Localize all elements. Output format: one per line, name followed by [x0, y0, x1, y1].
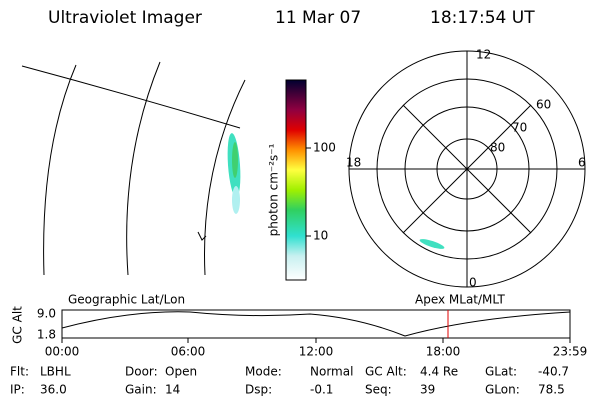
lat-label: 80 — [490, 141, 505, 155]
info-value: LBHL — [40, 365, 71, 379]
mlt-label: 6 — [578, 156, 586, 170]
colorbar-label: photon cm⁻²s⁻¹ — [267, 143, 281, 236]
info-label: Flt: — [10, 365, 29, 379]
polar-plot — [348, 50, 586, 288]
info-value: 39 — [420, 383, 435, 397]
info-label: GLon: — [485, 383, 520, 397]
info-label: IP: — [10, 383, 25, 397]
info-label: GC Alt: — [365, 365, 407, 379]
info-label: GLat: — [485, 365, 517, 379]
info-value: 36.0 — [40, 383, 67, 397]
x-tick-label: 23:59 — [553, 345, 588, 359]
info-value: 14 — [165, 383, 180, 397]
mlt-label: 18 — [346, 156, 361, 170]
info-label: Door: — [125, 365, 158, 379]
colorbar — [285, 79, 307, 281]
instrument: Ultraviolet Imager — [48, 8, 202, 28]
info-label: Gain: — [125, 383, 157, 397]
colorbar-tick: 100 — [313, 141, 336, 155]
x-tick-label: 18:00 — [426, 345, 461, 359]
info-value: 4.4 Re — [420, 365, 458, 379]
mlt-label: 12 — [476, 48, 491, 62]
altitude-curve — [61, 311, 571, 337]
y-tick-label: 9.0 — [37, 307, 56, 321]
info-value: -40.7 — [538, 365, 569, 379]
info-label: Dsp: — [245, 383, 272, 397]
colorbar-tick: 10 — [313, 229, 328, 243]
mlt-label: 0 — [469, 276, 477, 290]
x-tick-label: 12:00 — [299, 345, 334, 359]
lat-label: 70 — [512, 121, 527, 135]
info-label: Mode: — [245, 365, 282, 379]
info-label: Seq: — [365, 383, 392, 397]
time: 18:17:54 UT — [430, 8, 535, 28]
info-value: Open — [165, 365, 197, 379]
x-tick-label: 06:00 — [171, 345, 206, 359]
info-value: Normal — [310, 365, 353, 379]
y-tick-label: 1.8 — [37, 328, 56, 342]
info-value: 78.5 — [538, 383, 565, 397]
lat-label: 60 — [536, 98, 551, 112]
timeline-left-title: Geographic Lat/Lon — [68, 293, 185, 307]
x-tick-label: 00:00 — [45, 345, 80, 359]
date: 11 Mar 07 — [275, 8, 361, 28]
timeline-y-label: GC Alt — [11, 306, 25, 344]
timeline-right-title: Apex MLat/MLT — [415, 293, 505, 307]
map — [21, 61, 246, 276]
info-value: -0.1 — [310, 383, 333, 397]
